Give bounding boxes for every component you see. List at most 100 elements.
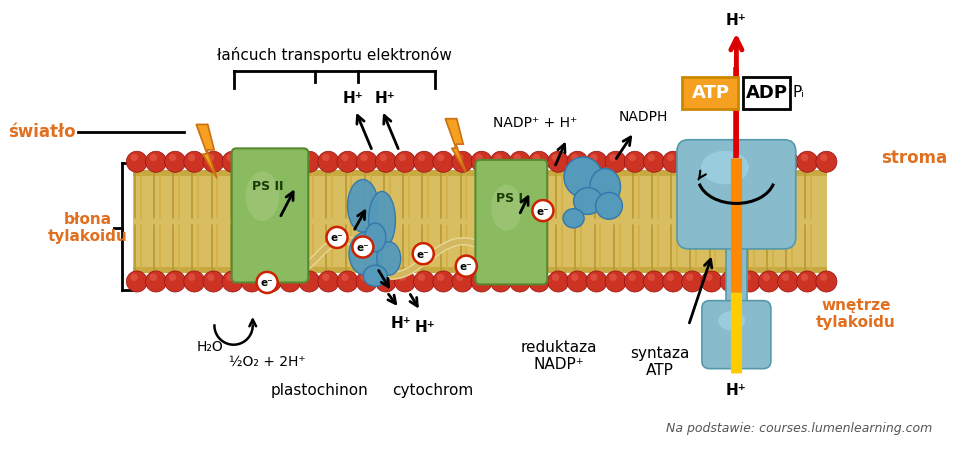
Circle shape: [552, 273, 559, 281]
Text: reduktaza
NADP⁺: reduktaza NADP⁺: [521, 340, 598, 372]
Circle shape: [395, 271, 416, 292]
Ellipse shape: [718, 311, 745, 330]
Text: ADP: ADP: [746, 84, 788, 102]
Circle shape: [471, 151, 492, 172]
Text: stroma: stroma: [881, 149, 947, 167]
Circle shape: [706, 273, 712, 281]
Circle shape: [744, 273, 750, 281]
Ellipse shape: [365, 223, 386, 252]
Circle shape: [513, 273, 521, 281]
Circle shape: [207, 154, 214, 161]
Circle shape: [456, 255, 477, 277]
Text: plastochinon: plastochinon: [271, 383, 369, 398]
Circle shape: [586, 151, 607, 172]
Circle shape: [317, 271, 339, 292]
Circle shape: [279, 151, 300, 172]
Circle shape: [686, 273, 693, 281]
Circle shape: [284, 154, 292, 161]
Circle shape: [413, 243, 434, 264]
Circle shape: [567, 151, 588, 172]
Circle shape: [399, 154, 406, 161]
Circle shape: [701, 271, 722, 292]
Circle shape: [203, 151, 224, 172]
Text: H⁺: H⁺: [726, 13, 747, 28]
Circle shape: [529, 271, 550, 292]
Ellipse shape: [701, 151, 749, 184]
Circle shape: [337, 271, 358, 292]
Ellipse shape: [564, 157, 602, 197]
Circle shape: [284, 273, 292, 281]
Circle shape: [548, 271, 569, 292]
Circle shape: [433, 271, 454, 292]
Circle shape: [609, 154, 617, 161]
Ellipse shape: [491, 185, 522, 231]
Ellipse shape: [377, 242, 401, 275]
Circle shape: [682, 271, 703, 292]
Circle shape: [739, 271, 760, 292]
Circle shape: [571, 154, 578, 161]
Circle shape: [203, 271, 224, 292]
Circle shape: [246, 154, 252, 161]
Ellipse shape: [348, 180, 379, 232]
Circle shape: [399, 273, 406, 281]
Circle shape: [298, 151, 319, 172]
Bar: [726, 177, 747, 335]
Circle shape: [494, 154, 502, 161]
Ellipse shape: [246, 172, 279, 221]
Ellipse shape: [349, 232, 382, 275]
Circle shape: [763, 273, 770, 281]
Circle shape: [744, 154, 750, 161]
Text: Pᵢ: Pᵢ: [793, 85, 805, 100]
Circle shape: [648, 154, 655, 161]
Circle shape: [327, 227, 348, 248]
Circle shape: [452, 151, 473, 172]
Circle shape: [706, 154, 712, 161]
Circle shape: [586, 271, 607, 292]
Circle shape: [357, 271, 378, 292]
Circle shape: [820, 154, 828, 161]
Circle shape: [510, 151, 531, 172]
Circle shape: [475, 154, 483, 161]
Circle shape: [303, 273, 311, 281]
Ellipse shape: [363, 265, 387, 286]
Circle shape: [815, 271, 836, 292]
Polygon shape: [196, 124, 217, 178]
FancyBboxPatch shape: [475, 160, 547, 284]
Text: NADPH: NADPH: [619, 110, 668, 124]
Text: e⁻: e⁻: [261, 278, 273, 288]
Text: Na podstawie: courses.lumenlearning.com: Na podstawie: courses.lumenlearning.com: [666, 423, 933, 436]
Circle shape: [475, 273, 483, 281]
Circle shape: [145, 151, 166, 172]
Circle shape: [490, 151, 511, 172]
Circle shape: [801, 154, 809, 161]
Circle shape: [380, 273, 387, 281]
Text: syntaza
ATP: syntaza ATP: [630, 346, 689, 378]
Circle shape: [796, 271, 817, 292]
Circle shape: [184, 151, 205, 172]
Circle shape: [360, 273, 368, 281]
Circle shape: [357, 151, 378, 172]
Circle shape: [260, 151, 281, 172]
FancyBboxPatch shape: [677, 140, 795, 249]
Circle shape: [126, 151, 147, 172]
Circle shape: [256, 272, 277, 293]
Circle shape: [796, 151, 817, 172]
Circle shape: [207, 273, 214, 281]
Circle shape: [260, 271, 281, 292]
Circle shape: [303, 154, 311, 161]
Circle shape: [567, 271, 588, 292]
FancyBboxPatch shape: [743, 76, 790, 109]
Circle shape: [322, 154, 330, 161]
Circle shape: [337, 151, 358, 172]
Ellipse shape: [574, 188, 602, 215]
Polygon shape: [445, 119, 466, 172]
Circle shape: [131, 154, 138, 161]
Text: wnętrze
tylakoidu: wnętrze tylakoidu: [816, 298, 896, 330]
Circle shape: [513, 154, 521, 161]
Circle shape: [437, 154, 445, 161]
Bar: [133, 176, 827, 267]
Circle shape: [667, 273, 674, 281]
Text: H⁺: H⁺: [343, 91, 363, 106]
Circle shape: [376, 271, 397, 292]
FancyBboxPatch shape: [702, 301, 771, 369]
